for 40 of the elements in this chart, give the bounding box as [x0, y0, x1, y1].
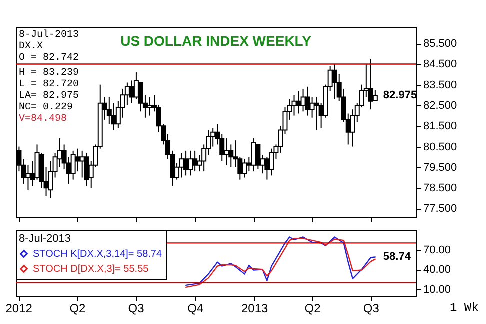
y-tick-label: 79.500 — [424, 162, 458, 174]
legend-title: 8-Jul-2013 — [19, 233, 71, 245]
candlestick — [314, 96, 320, 131]
annotation: DX.X — [19, 42, 44, 52]
candlestick — [70, 150, 76, 180]
y-tick-label: 77.500 — [424, 203, 458, 216]
annotation: 58.74 — [383, 251, 412, 264]
y-tick-label: 81.500 — [424, 120, 458, 133]
annotation: V=84.498 — [19, 114, 68, 126]
candlestick — [296, 90, 302, 114]
x-tick-label: Q2 — [70, 302, 86, 316]
x-tick-label: Q3 — [128, 302, 145, 316]
annotation: LA= 82.975 — [19, 91, 80, 102]
y-tick-label: 82.500 — [424, 100, 458, 112]
text: 1 Wk — [450, 301, 479, 315]
y-tick-label: 78.500 — [424, 182, 458, 195]
candlestick — [75, 148, 80, 172]
x-tick-label: 2012 — [6, 302, 33, 316]
y-tick-label: 70.00 — [424, 244, 452, 256]
y-tick-label: 40.00 — [424, 264, 452, 276]
annotation: 8-Jul-2013 — [19, 29, 80, 41]
x-tick-label: 2013 — [241, 302, 268, 316]
y-tick-label: 83.500 — [424, 79, 458, 92]
y-tick-label: 80.500 — [424, 141, 458, 154]
legend-label: STOCH K[DX.X,3,14]= 58.74 — [33, 249, 162, 260]
annotation: 82.975 — [383, 90, 418, 102]
y-tick-label: 84.500 — [424, 58, 458, 71]
candlestick — [292, 94, 297, 116]
annotation: L = 82.720 — [19, 80, 80, 91]
annotation: NC= 0.229 — [19, 102, 74, 114]
x-tick-label: Q4 — [188, 302, 204, 316]
legend-label: STOCH D[DX.X,3]= 55.55 — [33, 264, 150, 275]
chart-title: US DOLLAR INDEX WEEKLY — [120, 33, 312, 49]
x-tick-label: Q2 — [304, 302, 322, 316]
x-tick-label: Q3 — [363, 302, 380, 316]
annotation: O = 82.742 — [19, 53, 80, 64]
annotation: H = 83.239 — [19, 68, 80, 80]
y-tick-label: 10.00 — [424, 284, 452, 296]
candlestick — [372, 90, 378, 102]
y-tick-label: 85.500 — [424, 38, 458, 50]
